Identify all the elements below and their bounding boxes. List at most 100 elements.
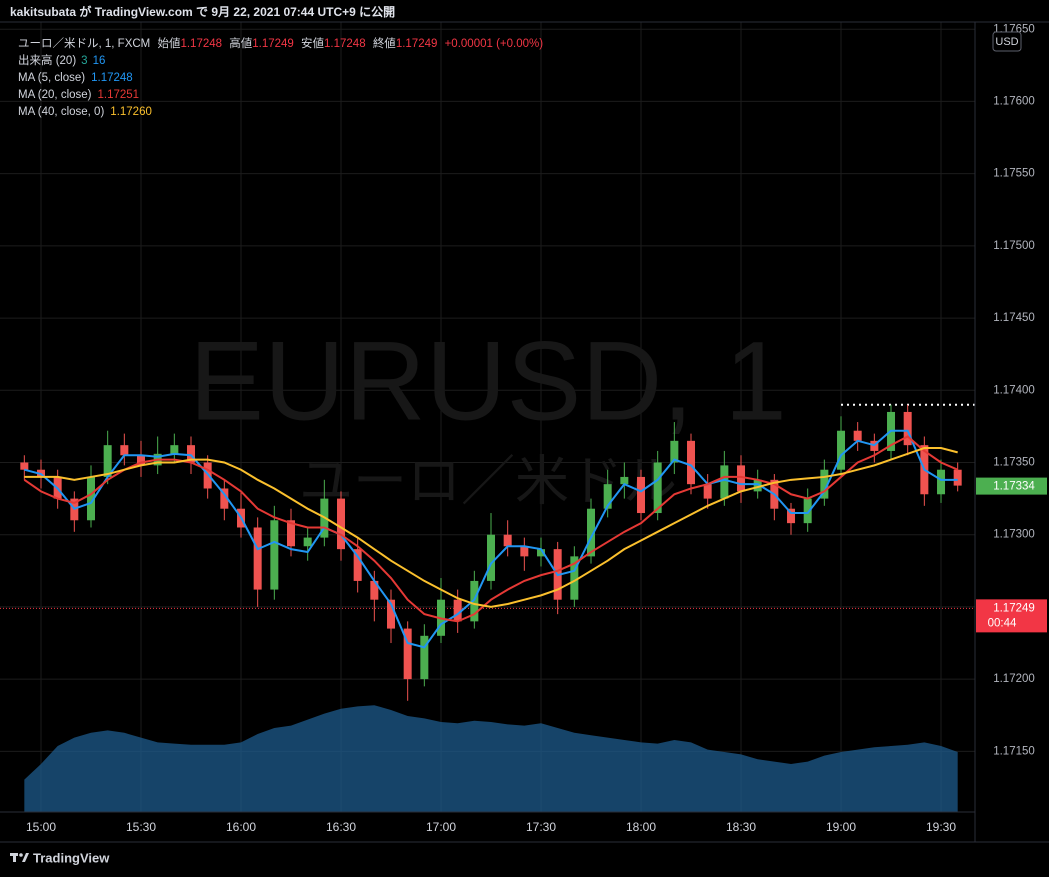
- logo-part: [13, 853, 16, 862]
- candle-body: [370, 580, 379, 600]
- candle-body: [420, 635, 429, 680]
- candle-body: [670, 440, 679, 463]
- unit-box[interactable]: [992, 31, 1022, 52]
- candle-body: [570, 556, 579, 600]
- x-tick-label: 16:00: [226, 820, 256, 834]
- candle-body: [737, 465, 746, 492]
- y-tick-label: 1.17350: [993, 457, 1035, 469]
- candle-body: [820, 469, 829, 499]
- legend-ma-name: MA (40, close, 0): [18, 106, 104, 118]
- legend-ma-value: 1.17260: [110, 106, 152, 118]
- candle-body: [403, 628, 412, 680]
- x-tick-label: 19:00: [826, 820, 856, 834]
- y-tick-label: 1.17150: [993, 745, 1035, 757]
- legend-volume-name: 出来高 (20): [18, 53, 76, 67]
- price-line-tag: [976, 599, 1047, 633]
- candle-body: [136, 455, 145, 466]
- legend-ma: MA (20, close) 1.17251: [18, 89, 139, 101]
- legend-close: 1.17249: [396, 38, 438, 50]
- candle-body: [470, 580, 479, 622]
- legend-low-label: 安値: [301, 36, 324, 50]
- x-tick-label: 18:30: [726, 820, 756, 834]
- candle-body: [803, 498, 812, 524]
- y-tick-label: 1.17450: [993, 312, 1035, 324]
- logo-part: [22, 853, 29, 862]
- x-tick-label: 16:30: [326, 820, 356, 834]
- axes: 1.171501.172001.172501.173001.173501.174…: [26, 23, 1047, 834]
- legend-low: 1.17248: [324, 38, 366, 50]
- legend: 出来高 (20) 3 16 MA (5, close) 1.17248 MA (20, c…: [18, 53, 152, 118]
- candle-body: [503, 534, 512, 547]
- candle-body: [787, 508, 796, 524]
- legend-volume-value: 16: [93, 55, 106, 67]
- legend-volume-value: 3: [81, 55, 87, 67]
- legend-ma: MA (5, close) 1.17248: [18, 72, 133, 84]
- candle-body: [853, 430, 862, 441]
- x-tick-label: 19:30: [926, 820, 956, 834]
- x-tick-label: 15:30: [126, 820, 156, 834]
- candle-body: [687, 440, 696, 485]
- legend-symbol: ユーロ／米ドル, 1, FXCM: [18, 37, 150, 50]
- y-tick-label: 1.17300: [993, 529, 1035, 541]
- footer-logo: [10, 853, 29, 862]
- candle-body: [720, 465, 729, 499]
- candle-body: [520, 546, 529, 557]
- candle-body: [220, 488, 229, 509]
- candle-body: [103, 445, 112, 477]
- candle-body: [253, 527, 262, 590]
- y-tick-label: 1.17550: [993, 168, 1035, 180]
- last-price-tag: [976, 477, 1047, 495]
- price-line-label: 1.17249: [993, 602, 1035, 614]
- candle-body: [337, 498, 346, 550]
- last-price-label: 1.17334: [993, 481, 1035, 493]
- candle-body: [537, 549, 546, 557]
- candle-body: [837, 430, 846, 470]
- countdown-label: 00:44: [988, 617, 1017, 629]
- unit-label[interactable]: USD: [995, 36, 1018, 48]
- x-tick-label: 17:30: [526, 820, 556, 834]
- candle-body: [603, 484, 612, 509]
- watermark-symbol: EURUSD, 1: [189, 319, 786, 444]
- x-tick-label: 18:00: [626, 820, 656, 834]
- y-tick-label: 1.17500: [993, 240, 1035, 252]
- ma-line: [24, 447, 958, 608]
- legend-volume: 出来高 (20) 3 16: [18, 53, 105, 67]
- candle-body: [187, 445, 195, 463]
- candle-body: [637, 476, 646, 514]
- legend-ma-name: MA (5, close): [18, 72, 85, 84]
- legend-close-label: 終値: [373, 36, 396, 50]
- legend-ma-name: MA (20, close): [18, 89, 92, 101]
- x-tick-label: 15:00: [26, 820, 56, 834]
- legend-ma: MA (40, close, 0) 1.17260: [18, 106, 152, 118]
- candle-body: [120, 445, 129, 456]
- candle-body: [353, 549, 362, 581]
- candle-body: [587, 508, 596, 557]
- legend-open: 1.17248: [180, 38, 222, 50]
- watermark-name: ユーロ／米ドル: [299, 451, 677, 511]
- candle-body: [620, 476, 629, 485]
- candle-body: [653, 462, 662, 514]
- candle-body: [903, 411, 912, 446]
- candle-body: [453, 599, 462, 622]
- publisher: kakitsubata が TradingView.com で 9月 22, 2…: [10, 4, 395, 19]
- y-tick-label: 1.17600: [993, 95, 1035, 107]
- candle-body: [86, 476, 95, 521]
- y-tick-label: 1.17200: [993, 673, 1035, 685]
- x-tick-label: 17:00: [426, 820, 456, 834]
- legend-high-label: 高値: [229, 36, 252, 50]
- volume-area: [24, 705, 958, 812]
- candle-body: [270, 520, 279, 590]
- candle-body: [287, 520, 296, 547]
- legend-open-label: 始値: [157, 36, 180, 50]
- logo-part: [19, 853, 23, 857]
- candle-body: [953, 469, 962, 486]
- candle-body: [753, 479, 762, 492]
- plot: [0, 403, 975, 812]
- candle-body: [303, 537, 312, 547]
- candle-body: [387, 599, 396, 629]
- legend-ma-value: 1.17248: [91, 72, 133, 84]
- legend-change: +0.00001 (+0.00%): [445, 38, 544, 50]
- price-axis: [975, 0, 1049, 842]
